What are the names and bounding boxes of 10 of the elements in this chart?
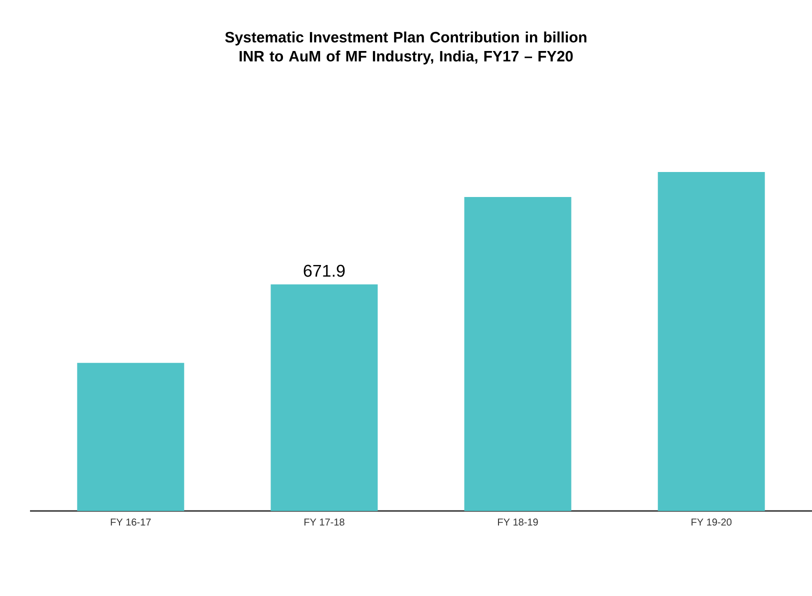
x-tick-label: FY 19-20 [692, 518, 732, 526]
x-tick-label: FY 17-18 [304, 518, 344, 526]
bar [658, 172, 765, 511]
x-tick-label: FY 18-19 [498, 518, 538, 526]
data-label: 671.9 [304, 264, 345, 277]
x-tick-label: FY 16-17 [110, 518, 151, 526]
chart-title: Systematic Investment Plan Contribution in billion INR to AuM of MF Industry, India, FY17 – FY20 [225, 32, 586, 64]
bar [464, 196, 572, 511]
bar [77, 362, 184, 511]
bar [270, 284, 378, 511]
